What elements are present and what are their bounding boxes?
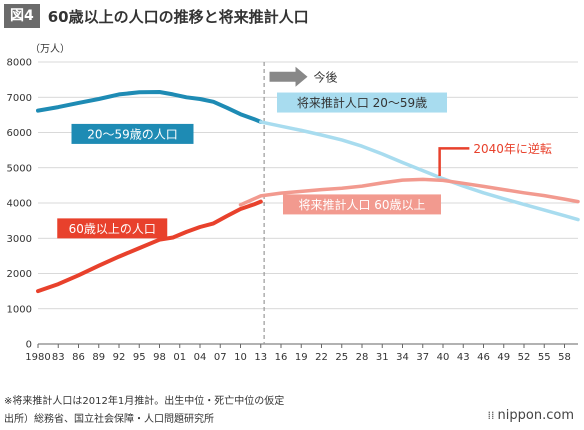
x-tick-label: 43	[457, 352, 470, 363]
series-line-elderly-proj	[238, 177, 580, 207]
x-tick-label: 16	[275, 352, 288, 363]
series-label-working-hist-bg	[71, 123, 194, 144]
y-tick-label: 1000	[7, 304, 32, 315]
x-tick-label: 49	[497, 352, 510, 363]
x-tick-label: 98	[153, 352, 166, 363]
x-tick-label: 52	[518, 352, 531, 363]
x-tick-label: 95	[133, 352, 146, 363]
x-tick-label: 19	[295, 352, 308, 363]
x-tick-label: 83	[52, 352, 65, 363]
series-label-working-proj-text: 将来推計人口 20～59歳	[297, 95, 427, 110]
series-label-working-hist-text: 20～59歳の人口	[87, 127, 178, 141]
x-tick-label: 25	[335, 352, 348, 363]
x-tick-label: 31	[376, 352, 389, 363]
brand-name: nippon.com	[497, 408, 574, 423]
series-label-elderly-hist-text: 60歳以上の人口	[69, 222, 156, 236]
figure-number-badge: 図4	[4, 4, 40, 28]
series-label-working-proj-bg	[277, 92, 447, 113]
series-label-elderly-proj: 将来推計人口 60歳以上	[283, 194, 441, 215]
x-tick-label: 40	[437, 352, 450, 363]
y-tick-label: 6000	[7, 128, 32, 139]
x-tick-label: 1980	[25, 352, 50, 363]
line-chart: 010002000300040005000600070008000（万人）198…	[7, 43, 580, 363]
series-label-elderly-hist: 60歳以上の人口	[57, 218, 168, 239]
x-tick-label: 89	[92, 352, 105, 363]
x-tick-label: 92	[113, 352, 126, 363]
x-tick-label: 04	[194, 352, 207, 363]
x-tick-label: 58	[558, 352, 571, 363]
x-tick-label: 07	[214, 352, 227, 363]
crossover-annotation: 2040年に逆転	[473, 141, 552, 156]
axis-layer: 010002000300040005000600070008000（万人）198…	[7, 43, 571, 363]
label-layer: 20～59歳の人口 将来推計人口 20～59歳 60歳以上の人口 将来推計人口 60歳…	[57, 66, 552, 239]
y-tick-label: 3000	[7, 234, 32, 245]
series-label-elderly-hist-bg	[57, 218, 168, 239]
future-arrow-label: 今後	[314, 69, 338, 84]
series-line-working-proj	[259, 120, 580, 222]
x-tick-label: 28	[356, 352, 369, 363]
y-axis-label: （万人）	[30, 43, 70, 55]
figure-header: 図4 60歳以上の人口の推移と将来推計人口	[4, 4, 309, 28]
series-label-elderly-proj-text: 将来推計人口 60歳以上	[298, 197, 425, 212]
chart-title: 60歳以上の人口の推移と将来推計人口	[47, 7, 309, 26]
x-tick-label: 01	[173, 352, 186, 363]
series-line-elderly-hist	[36, 199, 263, 294]
x-tick-label: 22	[315, 352, 328, 363]
x-tick-label: 13	[254, 352, 267, 363]
series-layer	[36, 90, 580, 294]
y-tick-label: 8000	[7, 58, 32, 69]
series-label-elderly-proj-bg	[283, 194, 441, 215]
series-line-working-hist	[36, 90, 263, 124]
crossover-leader-line	[438, 147, 470, 177]
brand-logo[interactable]: ⁞⁞ nippon.com	[488, 408, 574, 423]
y-tick-label: 4000	[7, 199, 32, 210]
y-tick-label: 5000	[7, 163, 32, 174]
y-tick-label: 0	[26, 340, 32, 351]
y-tick-label: 7000	[7, 93, 32, 104]
source-footnote: 出所）総務省、国立社会保障・人口問題研究所	[4, 414, 214, 425]
series-label-working-proj: 将来推計人口 20～59歳	[277, 92, 447, 113]
x-tick-label: 10	[234, 352, 247, 363]
x-tick-label: 37	[416, 352, 429, 363]
series-label-working-hist: 20～59歳の人口	[71, 123, 194, 144]
x-tick-label: 46	[477, 352, 490, 363]
x-tick-label: 34	[396, 352, 409, 363]
y-tick-label: 2000	[7, 269, 32, 280]
projection-footnote: ※将来推計人口は2012年1月推計。出生中位・死亡中位の仮定	[4, 396, 285, 407]
brand-dots-icon: ⁞⁞	[487, 409, 495, 422]
x-tick-label: 55	[538, 352, 551, 363]
x-tick-label: 86	[72, 352, 85, 363]
future-arrow-icon	[269, 66, 308, 87]
